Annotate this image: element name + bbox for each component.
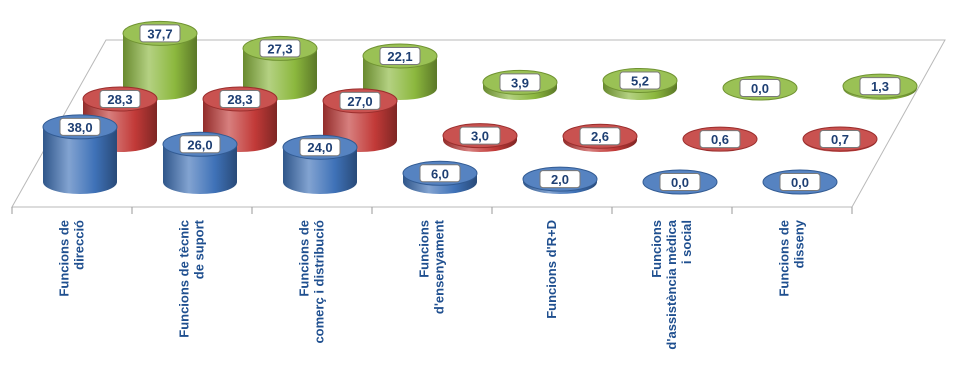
value-label-s2-c4: 5,2: [619, 71, 661, 90]
value-label-s1-c3: 3,0: [459, 126, 501, 145]
svg-text:28,3: 28,3: [107, 92, 132, 107]
cylinder-s2-c1: 27,3: [242, 35, 318, 100]
svg-text:6,0: 6,0: [431, 166, 449, 181]
value-label-s2-c3: 3,9: [499, 73, 541, 92]
cylinder-s1-c4: 2,6: [562, 123, 638, 152]
svg-text:37,7: 37,7: [147, 26, 172, 41]
svg-text:28,3: 28,3: [227, 92, 252, 107]
category-label-4: Funcions d'R+D: [544, 220, 559, 319]
value-label-s0-c0: 38,0: [59, 117, 101, 136]
category-labels: Funcions dedirecció Funcions de tècnicde …: [57, 219, 807, 349]
svg-text:2,0: 2,0: [551, 172, 569, 187]
cylinder-s2-c0: 37,7: [122, 20, 198, 100]
svg-text:5,2: 5,2: [631, 73, 649, 88]
cylinder-s1-c0: 28,3: [82, 86, 158, 152]
category-label-5: Funcionsd'assistència mèdicai social: [649, 219, 694, 349]
svg-text:0,6: 0,6: [711, 132, 729, 147]
svg-text:38,0: 38,0: [67, 120, 92, 135]
category-label-2: Funcions decomerç i distribució: [297, 220, 327, 344]
svg-text:27,3: 27,3: [267, 41, 292, 56]
svg-text:0,0: 0,0: [791, 175, 809, 190]
cylinder-s0-c4: 2,0: [522, 166, 598, 194]
cylinder-s0-c6: 0,0: [762, 169, 838, 195]
value-label-s2-c5: 0,0: [739, 79, 781, 97]
cylinder-s2-c5: 0,0: [722, 75, 798, 101]
value-label-s0-c3: 6,0: [419, 164, 461, 183]
cylinder-s1-c3: 3,0: [442, 123, 518, 152]
svg-text:1,3: 1,3: [871, 79, 889, 94]
svg-text:3,9: 3,9: [511, 75, 529, 90]
value-label-s2-c1: 27,3: [259, 39, 301, 58]
value-label-s0-c5: 0,0: [659, 173, 701, 191]
cylinder-s0-c3: 6,0: [402, 160, 478, 194]
cylinder-s0-c1: 26,0: [162, 131, 238, 194]
cylinder-s0-c0: 38,0: [42, 114, 118, 194]
value-label-s1-c1: 28,3: [219, 89, 261, 108]
svg-text:26,0: 26,0: [187, 137, 212, 152]
category-label-6: Funcions dedisseny: [777, 219, 807, 296]
svg-text:0,0: 0,0: [671, 175, 689, 190]
cylinder-s2-c2: 22,1: [362, 43, 438, 100]
category-label-1: Funcions de tècnicde suport: [177, 219, 207, 337]
svg-text:0,7: 0,7: [831, 132, 849, 147]
svg-text:0,0: 0,0: [751, 81, 769, 96]
category-label-0: Funcions dedirecció: [57, 220, 87, 297]
chart-cylinders: 37,7 27,3 22,1 3,9 5,2 0,0 1,3 28,3 28,3 27,0 3,0 2…: [42, 20, 918, 195]
cylinder-s2-c3: 3,9: [482, 69, 558, 100]
value-label-s2-c6: 1,3: [859, 77, 901, 96]
value-label-s0-c2: 24,0: [299, 138, 341, 157]
value-label-s1-c6: 0,7: [819, 129, 861, 148]
cylinder-s2-c6: 1,3: [842, 73, 918, 100]
value-label-s1-c2: 27,0: [339, 91, 381, 110]
svg-text:22,1: 22,1: [387, 49, 412, 64]
svg-text:2,6: 2,6: [591, 129, 609, 144]
cylinder-s0-c5: 0,0: [642, 169, 718, 195]
value-label-s1-c5: 0,6: [699, 130, 741, 149]
value-label-s1-c4: 2,6: [579, 127, 621, 146]
cylinder-s1-c5: 0,6: [682, 126, 758, 152]
value-label-s2-c2: 22,1: [379, 46, 421, 65]
value-label-s2-c0: 37,7: [139, 24, 181, 43]
svg-text:3,0: 3,0: [471, 129, 489, 144]
value-label-s0-c4: 2,0: [539, 170, 581, 189]
category-label-3: Funcionsd'ensenyament: [417, 219, 447, 314]
cylinder-s1-c6: 0,7: [802, 126, 878, 152]
value-label-s1-c0: 28,3: [99, 89, 141, 108]
value-label-s0-c1: 26,0: [179, 135, 221, 154]
cylinder-s2-c4: 5,2: [602, 67, 678, 100]
cylinder-s0-c2: 24,0: [282, 134, 358, 194]
value-label-s0-c6: 0,0: [779, 173, 821, 191]
svg-text:24,0: 24,0: [307, 140, 332, 155]
chart-floor: [11, 39, 946, 214]
svg-text:27,0: 27,0: [347, 94, 372, 109]
